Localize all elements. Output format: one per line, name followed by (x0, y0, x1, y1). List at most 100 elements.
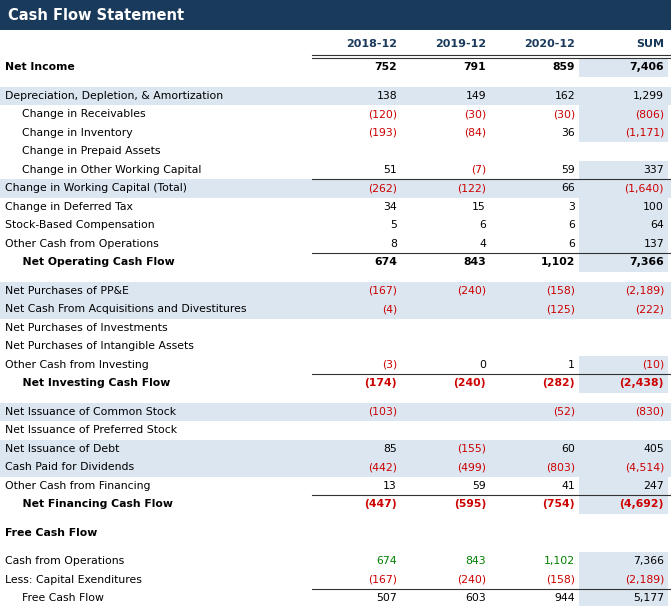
Text: Depreciation, Depletion, & Amortization: Depreciation, Depletion, & Amortization (5, 91, 223, 101)
Text: (174): (174) (364, 378, 397, 388)
Text: Net Purchases of Intangible Assets: Net Purchases of Intangible Assets (5, 341, 194, 351)
Text: 2020-12: 2020-12 (524, 39, 575, 49)
Text: 6: 6 (568, 220, 575, 230)
Text: (2,438): (2,438) (619, 378, 664, 388)
Bar (0, 179, 671, 198)
Text: 1,102: 1,102 (544, 556, 575, 566)
Bar (579, 58, 668, 76)
Text: (30): (30) (553, 109, 575, 119)
Text: 944: 944 (554, 593, 575, 603)
Text: 60: 60 (561, 444, 575, 454)
Text: (84): (84) (464, 128, 486, 138)
Text: 41: 41 (561, 481, 575, 491)
Text: (4): (4) (382, 304, 397, 315)
Bar (579, 253, 668, 271)
Text: 1,102: 1,102 (541, 258, 575, 267)
Text: (262): (262) (368, 183, 397, 193)
Bar (579, 216, 668, 235)
Text: (222): (222) (635, 304, 664, 315)
Text: Net Investing Cash Flow: Net Investing Cash Flow (15, 378, 170, 388)
Text: Other Cash from Investing: Other Cash from Investing (5, 360, 149, 370)
Text: 674: 674 (376, 556, 397, 566)
Bar (0, 402, 671, 421)
Text: 7,366: 7,366 (633, 556, 664, 566)
Text: 507: 507 (376, 593, 397, 603)
Text: (240): (240) (457, 286, 486, 296)
Text: 859: 859 (552, 62, 575, 72)
Text: Other Cash from Operations: Other Cash from Operations (5, 239, 159, 248)
Bar (579, 589, 668, 606)
Text: (240): (240) (454, 378, 486, 388)
Text: Net Financing Cash Flow: Net Financing Cash Flow (15, 499, 173, 509)
Bar (0, 458, 671, 476)
Text: Net Issuance of Common Stock: Net Issuance of Common Stock (5, 407, 176, 417)
Text: (282): (282) (542, 378, 575, 388)
Text: 85: 85 (383, 444, 397, 454)
Text: Net Cash From Acquisitions and Divestitures: Net Cash From Acquisitions and Divestitu… (5, 304, 246, 315)
Text: Change in Deferred Tax: Change in Deferred Tax (5, 202, 133, 211)
Text: (120): (120) (368, 109, 397, 119)
Text: 59: 59 (472, 481, 486, 491)
Text: Stock-Based Compensation: Stock-Based Compensation (5, 220, 154, 230)
Text: 138: 138 (376, 91, 397, 101)
Text: (2,189): (2,189) (625, 286, 664, 296)
Text: 59: 59 (561, 165, 575, 175)
Text: (10): (10) (641, 360, 664, 370)
Text: Cash from Operations: Cash from Operations (5, 556, 124, 566)
Text: (803): (803) (546, 462, 575, 472)
Bar (0, 282, 671, 300)
Text: 64: 64 (650, 220, 664, 230)
Text: Free Cash Flow: Free Cash Flow (15, 593, 104, 603)
Text: 51: 51 (383, 165, 397, 175)
Text: 36: 36 (561, 128, 575, 138)
Text: 100: 100 (643, 202, 664, 211)
Text: Net Purchases of Investments: Net Purchases of Investments (5, 323, 168, 333)
Text: (30): (30) (464, 109, 486, 119)
Text: 752: 752 (374, 62, 397, 72)
Text: 3: 3 (568, 202, 575, 211)
Bar (579, 105, 668, 124)
Text: (167): (167) (368, 574, 397, 585)
Text: (447): (447) (364, 499, 397, 509)
Text: 5,177: 5,177 (633, 593, 664, 603)
Text: (595): (595) (454, 499, 486, 509)
Text: (3): (3) (382, 360, 397, 370)
Bar (579, 198, 668, 216)
Text: 2019-12: 2019-12 (435, 39, 486, 49)
Text: 137: 137 (643, 239, 664, 248)
Text: (125): (125) (546, 304, 575, 315)
Text: (499): (499) (457, 462, 486, 472)
Text: 603: 603 (465, 593, 486, 603)
Text: Change in Inventory: Change in Inventory (15, 128, 133, 138)
Text: (103): (103) (368, 407, 397, 417)
Text: 15: 15 (472, 202, 486, 211)
Text: Change in Working Capital (Total): Change in Working Capital (Total) (5, 183, 187, 193)
Text: (240): (240) (457, 574, 486, 585)
Bar (579, 552, 668, 570)
Text: 34: 34 (383, 202, 397, 211)
Text: (155): (155) (457, 444, 486, 454)
Bar (579, 495, 668, 513)
Text: (193): (193) (368, 128, 397, 138)
Text: (52): (52) (553, 407, 575, 417)
Bar (0, 439, 671, 458)
Text: (158): (158) (546, 286, 575, 296)
Text: 4: 4 (479, 239, 486, 248)
Text: 337: 337 (643, 165, 664, 175)
Text: (830): (830) (635, 407, 664, 417)
Text: 674: 674 (374, 258, 397, 267)
Text: 5: 5 (390, 220, 397, 230)
Text: Other Cash from Financing: Other Cash from Financing (5, 481, 150, 491)
Text: (1,640): (1,640) (625, 183, 664, 193)
Text: 2018-12: 2018-12 (346, 39, 397, 49)
Text: (4,692): (4,692) (619, 499, 664, 509)
Text: (806): (806) (635, 109, 664, 119)
Bar (579, 161, 668, 179)
Text: 843: 843 (463, 258, 486, 267)
Text: 1,299: 1,299 (633, 91, 664, 101)
Text: (7): (7) (471, 165, 486, 175)
Text: 7,366: 7,366 (629, 258, 664, 267)
Text: 66: 66 (561, 183, 575, 193)
Text: SUM: SUM (636, 39, 664, 49)
Text: 162: 162 (554, 91, 575, 101)
